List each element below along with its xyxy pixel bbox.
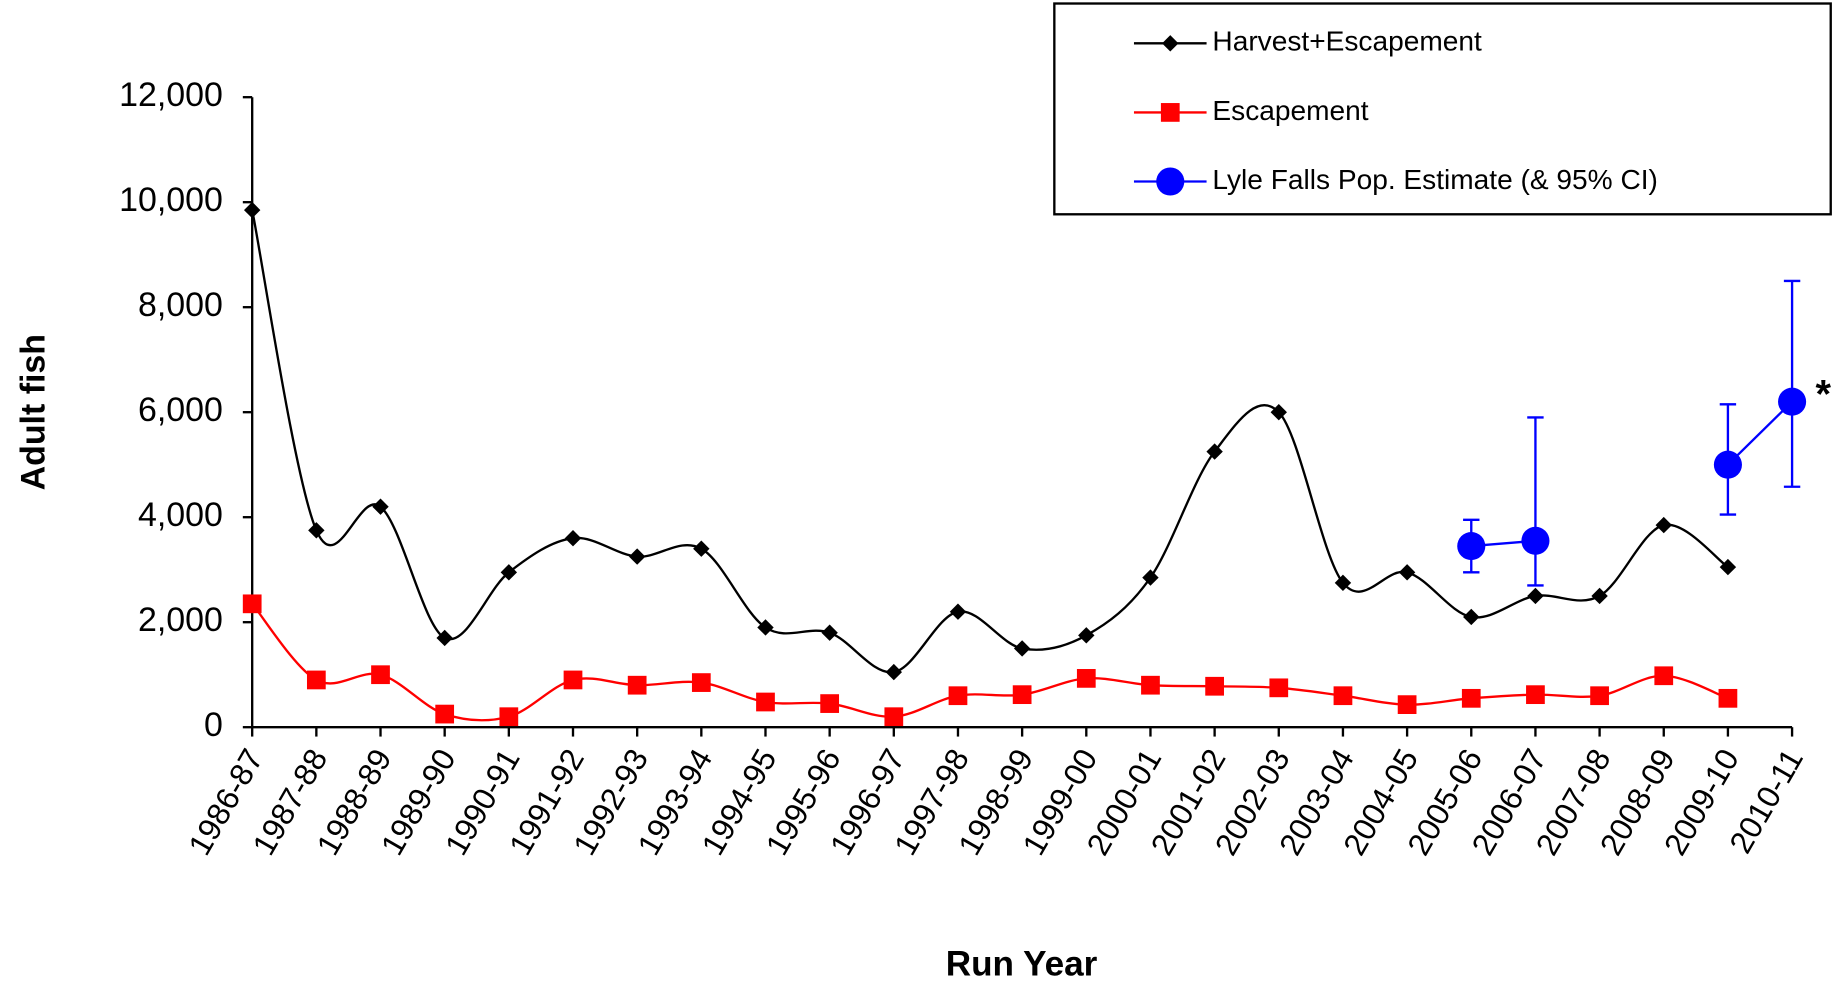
data-point: [948, 686, 968, 706]
data-point: [885, 663, 903, 681]
data-point: [564, 530, 582, 547]
series-line: [1727, 400, 1793, 466]
data-point: [1591, 587, 1608, 605]
error-bar: [1783, 279, 1801, 488]
data-point: [306, 670, 326, 690]
y-axis-title: Adult fish: [15, 334, 53, 490]
series-line: [251, 209, 1729, 674]
data-point: [821, 624, 838, 641]
error-bar: [1527, 416, 1544, 587]
legend-label: Lyle Falls Pop. Estimate (& 95% CI): [1212, 164, 1658, 195]
data-point: [1397, 695, 1417, 714]
data-point: [691, 673, 711, 692]
data-point: [1463, 608, 1480, 626]
legend-marker: [1160, 103, 1180, 122]
data-point: [1713, 450, 1742, 479]
data-point: [1076, 669, 1096, 688]
data-point: [628, 548, 646, 565]
y-tick-label: 2,000: [138, 601, 223, 639]
data-point: [1078, 627, 1095, 644]
y-tick-label: 0: [204, 706, 223, 744]
data-point: [757, 619, 774, 636]
data-point: [242, 594, 262, 614]
data-point: [1521, 526, 1550, 555]
x-axis-title: Run Year: [946, 944, 1098, 983]
data-point: [1398, 564, 1416, 581]
data-point: [1333, 686, 1353, 706]
data-point: [1013, 640, 1031, 657]
data-point: [884, 707, 904, 727]
data-point: [563, 670, 583, 690]
data-point: [1719, 558, 1737, 576]
legend-label: Harvest+Escapement: [1212, 26, 1482, 57]
data-point: [1012, 685, 1032, 705]
data-point: [1457, 532, 1486, 561]
data-point: [1205, 676, 1224, 696]
data-point: [308, 522, 325, 539]
data-point: [949, 603, 967, 620]
data-point: [1141, 675, 1160, 695]
y-tick-label: 10,000: [119, 181, 223, 219]
y-tick-label: 12,000: [119, 76, 223, 114]
data-point: [1526, 685, 1545, 705]
legend-label: Escapement: [1212, 95, 1368, 126]
data-point: [500, 564, 518, 581]
data-point: [756, 692, 775, 712]
y-tick-label: 6,000: [138, 391, 223, 429]
data-point: [1778, 387, 1807, 416]
legend-marker: [1156, 167, 1185, 196]
data-point: [693, 540, 710, 557]
annotation: *: [1816, 373, 1832, 417]
data-point: [1654, 666, 1674, 686]
data-point: [1590, 686, 1609, 706]
data-point: [243, 201, 261, 219]
legend-marker: [1162, 35, 1179, 52]
data-point: [435, 704, 455, 724]
data-point: [627, 675, 647, 695]
data-point: [436, 629, 453, 647]
data-point: [1142, 569, 1159, 586]
y-tick-label: 4,000: [138, 496, 223, 534]
data-point: [499, 707, 519, 727]
data-point: [1527, 587, 1544, 605]
data-point: [1718, 688, 1738, 708]
data-point: [1655, 516, 1672, 534]
data-point: [1269, 678, 1289, 698]
data-point: [820, 694, 840, 713]
y-tick-label: 8,000: [138, 286, 223, 324]
data-point: [371, 665, 390, 685]
data-point: [1461, 688, 1481, 708]
